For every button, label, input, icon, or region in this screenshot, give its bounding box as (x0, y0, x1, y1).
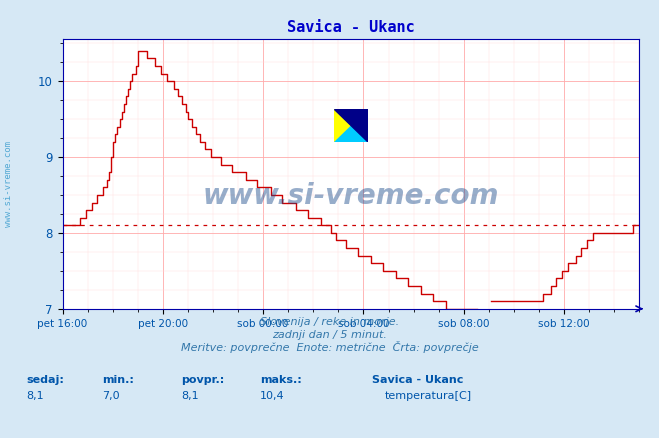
Text: sedaj:: sedaj: (26, 375, 64, 385)
Text: povpr.:: povpr.: (181, 375, 225, 385)
Text: temperatura[C]: temperatura[C] (385, 391, 472, 401)
Text: zadnji dan / 5 minut.: zadnji dan / 5 minut. (272, 330, 387, 340)
Text: 10,4: 10,4 (260, 391, 285, 401)
Text: Meritve: povprečne  Enote: metrične  Črta: povprečje: Meritve: povprečne Enote: metrične Črta:… (181, 341, 478, 353)
Text: 8,1: 8,1 (181, 391, 199, 401)
Text: 8,1: 8,1 (26, 391, 44, 401)
Title: Savica - Ukanc: Savica - Ukanc (287, 21, 415, 35)
Text: maks.:: maks.: (260, 375, 302, 385)
Text: www.si-vreme.com: www.si-vreme.com (203, 182, 499, 210)
Text: min.:: min.: (102, 375, 134, 385)
Text: www.si-vreme.com: www.si-vreme.com (4, 141, 13, 227)
Text: Slovenija / reke in morje.: Slovenija / reke in morje. (260, 317, 399, 327)
Text: Savica - Ukanc: Savica - Ukanc (372, 375, 464, 385)
Text: 7,0: 7,0 (102, 391, 120, 401)
